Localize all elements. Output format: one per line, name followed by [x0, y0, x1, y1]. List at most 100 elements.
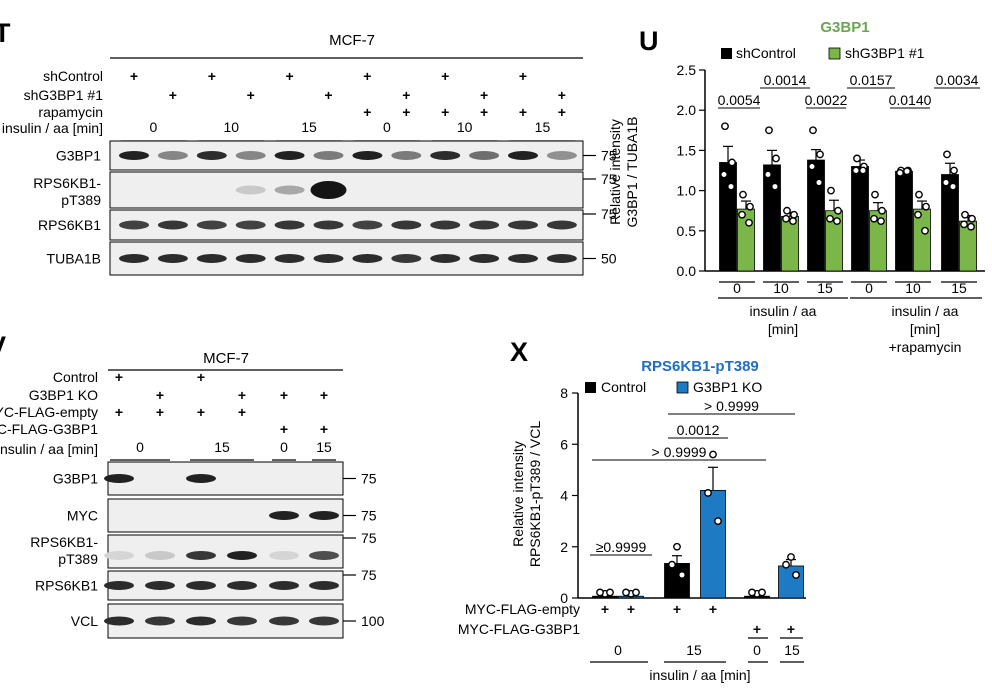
- y-tick-label: 1.5: [677, 142, 697, 158]
- chart-x-row2-label: MYC-FLAG-G3BP1: [458, 621, 580, 637]
- time-value: 15: [535, 119, 551, 135]
- blot-band: [352, 220, 383, 230]
- data-point: [961, 210, 969, 219]
- blot-band: [508, 151, 538, 160]
- blot-band: [269, 581, 299, 590]
- chart-x-pvalues: ≥0.9999 > 0.9999 0.0012 > 0.9999: [590, 398, 795, 556]
- condition-mark: +: [480, 104, 488, 120]
- data-point: [758, 588, 766, 597]
- y-tick-label: 2: [560, 539, 568, 555]
- blot-band: [391, 151, 422, 160]
- blot-band: [508, 254, 538, 263]
- mw-marker: 75: [361, 530, 377, 546]
- chart-u-legend: shControl shG3BP1 #1: [721, 45, 925, 61]
- blot-band: [313, 151, 344, 160]
- data-point: [914, 210, 922, 219]
- condition-mark: +: [753, 621, 761, 637]
- time-label: insulin / aa [min]: [2, 120, 103, 136]
- panel-v-letter: V: [0, 331, 6, 361]
- condition-mark: +: [441, 68, 449, 84]
- bar: [781, 215, 799, 272]
- data-point: [792, 571, 800, 579]
- time-value: 0: [136, 439, 144, 455]
- y-tick-label: 1.0: [677, 183, 697, 199]
- data-point: [960, 220, 968, 229]
- data-point: [871, 190, 879, 199]
- condition-mark: +: [601, 601, 609, 617]
- chart-u-group2-line1: insulin / aa: [892, 303, 959, 319]
- blot-band: [269, 551, 299, 560]
- blot-label: RPS6KB1-: [30, 534, 98, 550]
- data-point: [942, 178, 950, 187]
- legend-swatch-shg3bp1: [828, 47, 841, 60]
- blot-band: [469, 254, 500, 263]
- blot-label: TUBA1B: [47, 251, 101, 267]
- pvalue-label: 0.0157: [850, 72, 893, 88]
- blot-band: [313, 220, 344, 230]
- mw-marker: 75: [361, 471, 377, 487]
- condition-mark: +: [156, 387, 164, 403]
- blot-label: VCL: [71, 613, 98, 629]
- mw-marker: 75: [361, 567, 377, 583]
- y-tick-label: 0.5: [677, 223, 697, 239]
- blot-band: [546, 220, 577, 230]
- pvalue-label: 0.0054: [718, 92, 761, 108]
- blot-band: [352, 151, 383, 160]
- condition-mark: +: [286, 68, 294, 84]
- blot-band: [269, 616, 299, 626]
- condition-row-label: shControl: [43, 68, 103, 84]
- blot-strip: [109, 241, 584, 276]
- panel-t: T MCF-7 shControl + + + + + +shG3BP1 #1 + + + + + +r…: [0, 18, 617, 276]
- condition-mark: +: [709, 601, 717, 617]
- chart-x-ylabel-line2: RPS6KB1-pT389 / VCL: [527, 421, 543, 568]
- data-point: [764, 170, 772, 179]
- condition-mark: +: [247, 87, 255, 103]
- blot-band: [104, 581, 134, 590]
- panel-t-blots: G3BP1 75 RPS6KB1-pT389 75 RPS6KB1 75 TUBA1B 50: [33, 140, 617, 276]
- condition-mark: +: [197, 404, 205, 420]
- chart-x: X RPS6KB1-pT389 Relative intensity RPS6K…: [458, 337, 806, 683]
- pvalue-label: ≥0.9999: [596, 539, 647, 555]
- blot-label: pT389: [61, 192, 101, 208]
- mw-marker: 100: [361, 613, 385, 629]
- y-tick-label: 2.0: [677, 102, 697, 118]
- legend-label-shg3bp1: shG3BP1 #1: [845, 45, 925, 61]
- blot-band: [313, 254, 344, 263]
- data-point: [738, 210, 746, 219]
- condition-mark: +: [324, 87, 332, 103]
- blot-band: [196, 151, 227, 160]
- condition-mark: +: [363, 104, 371, 120]
- time-value: 0: [280, 439, 288, 455]
- blot-band: [310, 181, 347, 199]
- data-point: [772, 154, 780, 163]
- data-point: [815, 178, 823, 187]
- data-point: [596, 588, 604, 597]
- x-tick-label: 10: [773, 280, 789, 296]
- chart-u-group1-line2: [min]: [768, 321, 798, 337]
- condition-row-label: MYC-FLAG-empty: [0, 404, 98, 420]
- time-value: 10: [223, 119, 239, 135]
- panel-t-cell-line: MCF-7: [329, 32, 375, 49]
- time-label: 0: [753, 642, 761, 658]
- data-point: [765, 126, 773, 135]
- blot-band: [269, 511, 299, 520]
- data-point: [949, 182, 957, 191]
- data-point: [720, 170, 728, 179]
- legend-swatch-g3bp1-ko: [676, 381, 689, 394]
- panel-v-condition-rows: Control++G3BP1 KO++++MYC-FLAG-empty++++M…: [0, 369, 328, 437]
- bar: [913, 208, 931, 272]
- panel-v-cell-line: MCF-7: [203, 350, 249, 367]
- panel-v: V MCF-7 Control++G3BP1 KO++++MYC-FLAG-em…: [0, 331, 385, 639]
- condition-row-label: MYC-FLAG-G3BP1: [0, 421, 98, 437]
- blot-band: [157, 220, 188, 230]
- time-value: 10: [457, 119, 473, 135]
- y-tick-label: 0.0: [677, 263, 697, 279]
- legend-label-g3bp1-ko: G3BP1 KO: [693, 379, 762, 395]
- blot-strip: [109, 140, 584, 171]
- x-tick-label: 10: [905, 280, 921, 296]
- blot-band: [391, 220, 422, 230]
- bar: [895, 170, 913, 272]
- y-tick-label: 4: [560, 488, 568, 504]
